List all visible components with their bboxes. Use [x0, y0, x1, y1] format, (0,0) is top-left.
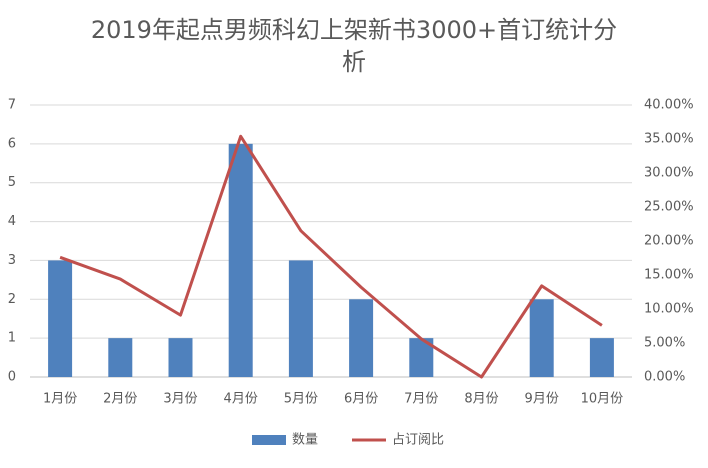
- y-tick-label: 2: [8, 292, 16, 307]
- y2-tick-label: 35.00%: [644, 132, 694, 147]
- y2-tick-label: 30.00%: [644, 166, 694, 181]
- y-tick-label: 6: [8, 136, 16, 151]
- chart-title: 2019年起点男频科幻上架新书3000+首订统计分析: [90, 16, 618, 76]
- y2-tick-label: 40.00%: [644, 98, 694, 113]
- y-tick-label: 5: [8, 175, 16, 190]
- legend-label: 数量: [292, 433, 318, 448]
- y-tick-label: 3: [8, 253, 16, 268]
- x-tick-label: 9月份: [525, 392, 559, 407]
- x-tick-label: 5月份: [284, 392, 318, 407]
- y2-tick-label: 5.00%: [644, 336, 685, 351]
- y-tick-label: 4: [8, 214, 16, 229]
- x-tick-label: 6月份: [344, 392, 378, 407]
- bar: [48, 260, 73, 377]
- bar: [288, 260, 313, 377]
- bar: [228, 143, 253, 377]
- bar: [349, 299, 374, 377]
- legend-label: 占订阅比: [392, 433, 444, 448]
- legend-swatch: [252, 435, 286, 445]
- y-tick-label: 7: [8, 98, 16, 113]
- y2-tick-label: 10.00%: [644, 302, 694, 317]
- bar: [529, 299, 554, 377]
- y2-tick-label: 15.00%: [644, 268, 694, 283]
- x-tick-label: 7月份: [404, 392, 438, 407]
- bar: [168, 338, 193, 377]
- x-tick-label: 2月份: [103, 392, 137, 407]
- bar: [589, 338, 614, 377]
- y2-tick-label: 0.00%: [644, 370, 685, 385]
- x-tick-label: 3月份: [163, 392, 197, 407]
- bar: [108, 338, 133, 377]
- y-tick-label: 1: [8, 331, 16, 346]
- x-tick-label: 8月份: [464, 392, 498, 407]
- line: [59, 134, 603, 379]
- x-tick-label: 4月份: [224, 392, 258, 407]
- y2-tick-label: 25.00%: [644, 200, 694, 215]
- x-tick-label: 1月份: [43, 392, 77, 407]
- y2-tick-label: 20.00%: [644, 234, 694, 249]
- y-tick-label: 0: [8, 370, 16, 385]
- x-tick-label: 10月份: [581, 392, 624, 407]
